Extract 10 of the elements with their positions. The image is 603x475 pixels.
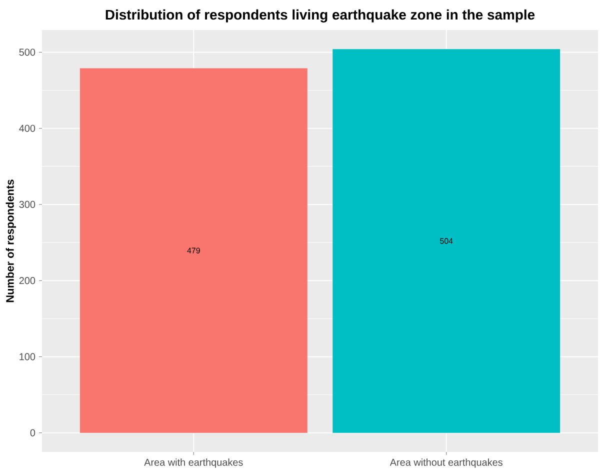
- y-tick-label: 200: [19, 277, 36, 284]
- y-tick-label: 500: [19, 48, 36, 56]
- y-axis-title: Number of respondents: [6, 180, 16, 302]
- y-tick-label: 100: [20, 353, 36, 360]
- x-tick-label: Area without earthquakes: [390, 458, 502, 468]
- y-tick-label: 300: [19, 200, 36, 208]
- chart-title: Distribution of respondents living earthquake zone in the sample: [106, 9, 535, 22]
- y-tick-label: 400: [19, 124, 36, 132]
- y-tick-label: 0: [30, 429, 36, 436]
- x-tick-label: Area with earthquakes: [144, 458, 243, 468]
